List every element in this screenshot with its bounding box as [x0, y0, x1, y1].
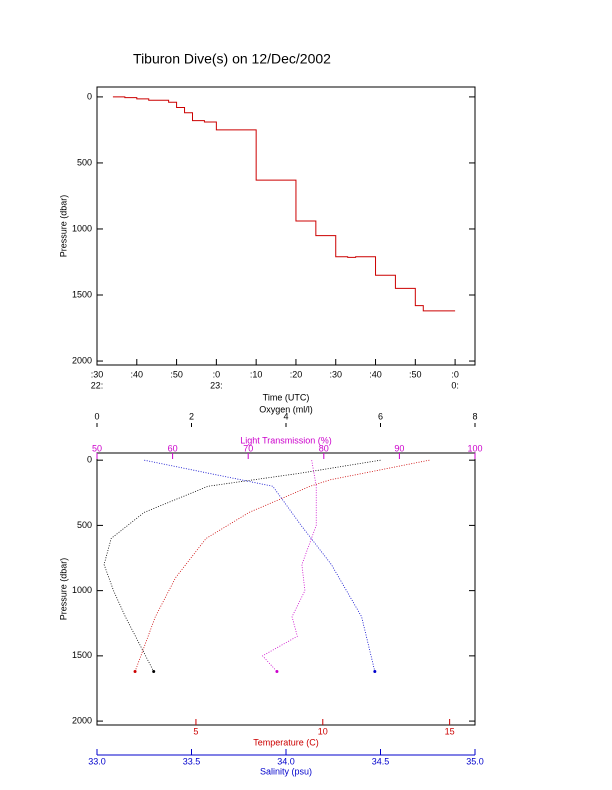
y-tick-label: 500 — [77, 520, 92, 530]
x-tick-label: 80 — [319, 443, 329, 453]
y-axis-label: Pressure (dbar) — [58, 195, 68, 258]
profile-line — [103, 459, 381, 672]
y-axis-label: Pressure (dbar) — [58, 558, 68, 621]
x-axis-label: Light Transmission (%) — [240, 435, 332, 445]
x-tick-label: 35.0 — [466, 756, 484, 766]
x-tick-label: 10 — [318, 726, 328, 736]
x-axis-label: Time (UTC) — [263, 392, 310, 402]
x-hour-label: 0: — [451, 380, 459, 390]
x-tick-label: 90 — [394, 443, 404, 453]
y-tick-label: 1500 — [72, 650, 92, 660]
x-hour-label: 23: — [210, 380, 223, 390]
x-tick-label: :30 — [329, 369, 342, 379]
x-tick-label: 50 — [92, 443, 102, 453]
x-tick-label: 15 — [445, 726, 455, 736]
profile-end — [152, 670, 156, 674]
x-hour-label: 22: — [91, 380, 104, 390]
x-tick-label: :10 — [250, 369, 263, 379]
x-tick-label: 100 — [467, 443, 482, 453]
x-tick-label: :30 — [91, 369, 104, 379]
profile-line — [134, 459, 430, 672]
profile-end — [373, 670, 377, 674]
y-tick-label: 1500 — [72, 289, 92, 299]
x-tick-label: :50 — [409, 369, 422, 379]
x-tick-label: 4 — [283, 411, 288, 421]
y-tick-label: 2000 — [72, 355, 92, 365]
x-tick-label: :40 — [131, 369, 144, 379]
x-tick-label: :40 — [369, 369, 382, 379]
x-tick-label: 70 — [243, 443, 253, 453]
y-tick-label: 500 — [77, 157, 92, 167]
x-tick-label: 8 — [472, 411, 477, 421]
x-tick-label: 34.5 — [372, 756, 390, 766]
x-axis-label: Oxygen (ml/l) — [259, 404, 313, 414]
x-tick-label: 6 — [378, 411, 383, 421]
x-tick-label: :0 — [451, 369, 459, 379]
x-axis-label: Temperature (C) — [253, 737, 319, 747]
x-tick-label: :50 — [170, 369, 183, 379]
plot-frame — [96, 452, 476, 726]
profile-end — [275, 670, 279, 674]
depth-line — [112, 96, 456, 312]
x-tick-label: 33.0 — [88, 756, 106, 766]
x-tick-label: :20 — [290, 369, 303, 379]
x-axis-label: Salinity (psu) — [260, 766, 312, 776]
x-tick-label: 60 — [168, 443, 178, 453]
chart-title: Tiburon Dive(s) on 12/Dec/2002 — [133, 51, 331, 67]
x-tick-label: 2 — [189, 411, 194, 421]
x-tick-label: 34.0 — [277, 756, 295, 766]
y-tick-label: 1000 — [72, 585, 92, 595]
x-tick-label: 5 — [193, 726, 198, 736]
x-tick-label: 33.5 — [183, 756, 201, 766]
plot-frame — [96, 86, 476, 366]
y-tick-label: 0 — [87, 91, 92, 101]
x-tick-label: 0 — [94, 411, 99, 421]
x-tick-label: :0 — [213, 369, 221, 379]
y-tick-label: 1000 — [72, 223, 92, 233]
y-tick-label: 0 — [87, 455, 92, 465]
profile-end — [133, 670, 137, 674]
y-tick-label: 2000 — [72, 715, 92, 725]
